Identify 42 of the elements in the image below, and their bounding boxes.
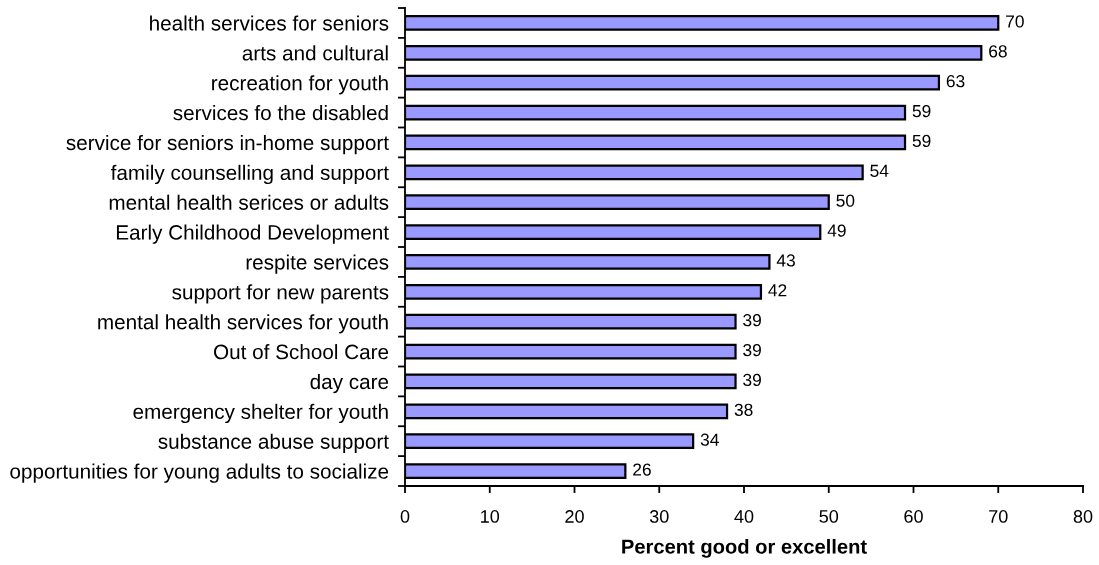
y-tick-label: respite services: [246, 254, 389, 274]
x-tick-label: 70: [989, 510, 1008, 523]
y-tick-label: mental health services for youth: [98, 314, 388, 334]
data-label: 49: [827, 224, 846, 237]
y-tick-label: Early Childhood Development: [116, 224, 389, 244]
data-label: 42: [768, 284, 787, 297]
y-tick-label: substance abuse support: [158, 433, 389, 453]
y-tick-label: mental health serices or adults: [109, 194, 389, 210]
data-label: 26: [633, 463, 651, 476]
data-label: 63: [946, 75, 965, 88]
data-label: 38: [734, 403, 753, 416]
x-axis-title: Percent good or excellent: [622, 538, 867, 558]
y-tick-label: arts and cultural: [242, 45, 388, 61]
data-label: 59: [912, 104, 931, 118]
y-tick-label: recreation for youth: [212, 75, 388, 95]
y-tick-label: health services for seniors: [150, 15, 389, 31]
y-tick-label: services fo the disabled: [173, 105, 388, 121]
data-label: 54: [870, 164, 889, 177]
y-tick-label: family counselling and support: [110, 164, 389, 185]
data-label: 70: [1006, 15, 1024, 28]
data-label: 59: [912, 134, 931, 148]
x-tick-label: 10: [481, 510, 500, 523]
data-label: 43: [776, 254, 795, 267]
y-tick-label: service for seniors in-home support: [66, 134, 389, 155]
data-label: 50: [836, 194, 855, 207]
data-label: 39: [743, 373, 761, 387]
y-tick-label: Out of School Care: [214, 344, 389, 360]
x-tick-label: 60: [904, 510, 923, 523]
x-tick-label: 80: [1073, 510, 1093, 523]
x-tick-label: 20: [565, 510, 584, 523]
data-label: 68: [989, 45, 1007, 58]
data-label: 34: [700, 433, 719, 446]
x-tick-label: 0: [400, 510, 410, 523]
x-tick-label: 30: [649, 510, 669, 523]
y-tick-label: day care: [310, 373, 389, 394]
data-label: 39: [743, 343, 761, 357]
data-label: 39: [743, 314, 761, 327]
y-tick-label: opportunities for young adults to socialize: [10, 463, 389, 483]
x-tick-label: 50: [819, 510, 839, 523]
y-tick-label: support for new parents: [172, 284, 389, 304]
x-tick-label: 40: [734, 510, 754, 523]
y-tick-label: emergency shelter for youth: [133, 403, 388, 424]
